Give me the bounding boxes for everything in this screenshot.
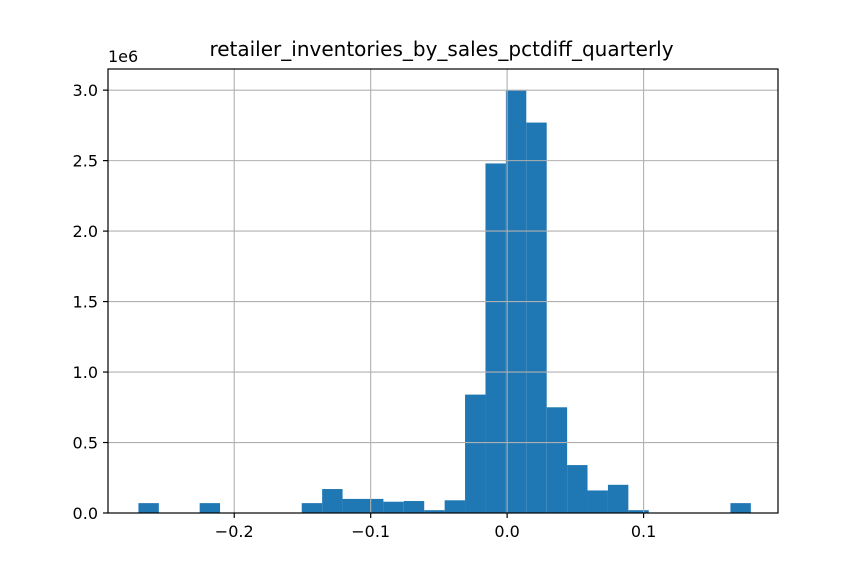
histogram-bar	[607, 484, 629, 513]
chart-title: retailer_inventories_by_sales_pctdiff_qu…	[209, 37, 673, 61]
histogram-bar	[465, 394, 486, 513]
histogram-bars	[108, 69, 778, 514]
y-tick-label: 2.5	[73, 152, 98, 171]
histogram-bar	[342, 498, 363, 513]
x-tick-label: 0.1	[631, 522, 656, 541]
x-tick-label: −0.2	[215, 522, 254, 541]
histogram-bar	[301, 503, 323, 513]
x-tick-label: −0.1	[351, 522, 390, 541]
histogram-bar	[424, 510, 445, 513]
histogram-bar	[485, 163, 506, 513]
y-tick-label: 1.0	[73, 363, 98, 382]
histogram-bar	[362, 498, 384, 513]
histogram-bar	[444, 500, 466, 513]
y-tick-label: 0.0	[73, 504, 98, 523]
histogram-bar	[567, 465, 588, 513]
histogram-bar	[383, 501, 404, 513]
tick-labels: −0.2 −0.1 0.0 0.1 0.0 0.5 1.0 1.5 2.0 2.5 3.0	[73, 81, 657, 541]
histogram-bar	[199, 503, 221, 513]
histogram-bar	[546, 407, 568, 513]
y-axis-offset-label: 1e6	[108, 47, 138, 66]
histogram-bar	[322, 489, 343, 513]
x-tick-label: 0.0	[494, 522, 519, 541]
y-tick-label: 3.0	[73, 81, 98, 100]
histogram-bar	[587, 490, 608, 513]
y-tick-label: 2.0	[73, 222, 98, 241]
y-tick-label: 0.5	[73, 434, 98, 453]
histogram-bar	[403, 501, 425, 513]
y-tick-label: 1.5	[73, 293, 98, 312]
histogram-bar	[138, 503, 159, 513]
histogram-bar	[526, 122, 547, 513]
axes	[103, 68, 779, 518]
histogram-bar	[628, 510, 649, 513]
plot-frame	[107, 68, 779, 514]
histogram-bar	[730, 503, 751, 513]
